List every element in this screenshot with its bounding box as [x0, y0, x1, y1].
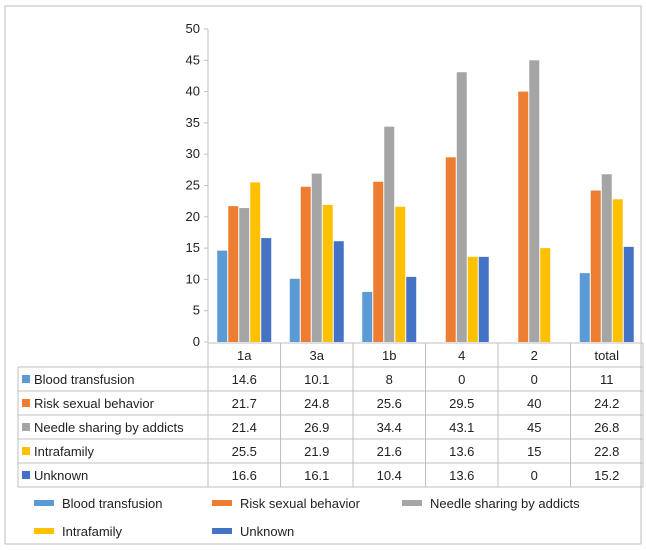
bar	[333, 241, 344, 342]
table-legend-key	[22, 447, 30, 455]
table-series-name: Needle sharing by addicts	[34, 420, 184, 435]
y-tick-label: 30	[186, 146, 200, 161]
bar	[540, 248, 551, 342]
bar	[445, 157, 456, 342]
data-label: 14.6	[232, 372, 257, 387]
legend-label: Needle sharing by addicts	[430, 496, 580, 511]
y-tick-label: 45	[186, 52, 200, 67]
table-series-name: Unknown	[34, 468, 88, 483]
y-axis: 0 5 10 15 20 25 30 35 40 45 50	[186, 21, 209, 349]
bar	[478, 256, 489, 342]
bar	[590, 190, 601, 342]
y-tick-label: 10	[186, 271, 200, 286]
bar	[250, 182, 261, 342]
data-label: 16.1	[304, 468, 329, 483]
bar	[261, 238, 272, 342]
data-label: 40	[527, 396, 541, 411]
y-tick-label: 50	[186, 21, 200, 36]
bars	[217, 60, 634, 343]
data-label: 16.6	[232, 468, 257, 483]
x-tick-label: total	[594, 348, 619, 363]
y-tick-label: 20	[186, 209, 200, 224]
legend-label: Intrafamily	[62, 524, 122, 539]
legend-swatch	[402, 500, 422, 506]
legend: Blood transfusion Risk sexual behavior Nee…	[34, 496, 580, 539]
bar	[406, 276, 417, 342]
y-tick-label: 5	[193, 303, 200, 318]
table-series-name: Risk sexual behavior	[34, 396, 155, 411]
data-label: 13.6	[449, 468, 474, 483]
bar	[467, 256, 478, 342]
y-tick-label: 0	[193, 334, 200, 349]
y-tick-label: 25	[186, 178, 200, 193]
bar	[217, 250, 228, 342]
data-label: 34.4	[377, 420, 402, 435]
bar	[456, 72, 467, 342]
table-legend-key	[22, 399, 30, 407]
table-series-name: Intrafamily	[34, 444, 94, 459]
bar	[601, 174, 612, 342]
y-tick-label: 40	[186, 84, 200, 99]
bar	[362, 291, 373, 342]
data-label: 11	[600, 372, 614, 387]
table-legend-key	[22, 423, 30, 431]
data-label: 13.6	[449, 444, 474, 459]
data-label: 24.8	[304, 396, 329, 411]
bar	[579, 273, 590, 342]
bar	[300, 186, 311, 342]
table-legend-key	[22, 375, 30, 383]
data-label: 25.6	[377, 396, 402, 411]
data-label: 15	[527, 444, 541, 459]
data-label: 26.8	[594, 420, 619, 435]
legend-swatch	[34, 528, 54, 534]
data-label: 21.9	[304, 444, 329, 459]
bar	[322, 204, 333, 342]
data-label: 10.4	[377, 468, 402, 483]
legend-swatch	[212, 500, 232, 506]
data-table: 1a 3a 1b 4 2 total Blood transfusion 14.6 10.1 8 0…	[17, 342, 644, 488]
bar	[612, 199, 623, 342]
table-legend-key	[22, 471, 30, 479]
legend-swatch	[34, 500, 54, 506]
table-series-name: Blood transfusion	[34, 372, 134, 387]
data-label: 0	[531, 468, 538, 483]
data-label: 0	[531, 372, 538, 387]
legend-label: Unknown	[240, 524, 294, 539]
bar	[529, 60, 540, 343]
bar	[373, 181, 384, 342]
data-label: 45	[527, 420, 541, 435]
bar	[311, 173, 322, 342]
x-tick-label: 3a	[310, 348, 325, 363]
bar	[384, 126, 395, 342]
data-label: 25.5	[232, 444, 257, 459]
bar	[228, 206, 239, 342]
bar	[239, 208, 250, 342]
data-label: 26.9	[304, 420, 329, 435]
data-label: 15.2	[594, 468, 619, 483]
data-label: 29.5	[449, 396, 474, 411]
data-label: 0	[458, 372, 465, 387]
bar	[623, 246, 634, 342]
legend-swatch	[212, 528, 232, 534]
y-tick-label: 15	[186, 240, 200, 255]
bar	[289, 278, 300, 342]
data-label: 22.8	[594, 444, 619, 459]
bar	[395, 206, 406, 342]
data-label: 21.7	[232, 396, 257, 411]
data-label: 21.6	[377, 444, 402, 459]
data-label: 21.4	[232, 420, 257, 435]
x-tick-label: 1b	[382, 348, 396, 363]
bar	[518, 91, 529, 342]
data-label: 43.1	[449, 420, 474, 435]
legend-label: Blood transfusion	[62, 496, 162, 511]
legend-label: Risk sexual behavior	[240, 496, 361, 511]
x-tick-label: 1a	[237, 348, 252, 363]
y-tick-label: 35	[186, 115, 200, 130]
data-label: 24.2	[594, 396, 619, 411]
data-label: 10.1	[304, 372, 329, 387]
x-tick-label: 2	[531, 348, 538, 363]
x-tick-label: 4	[458, 348, 465, 363]
data-label: 8	[386, 372, 393, 387]
